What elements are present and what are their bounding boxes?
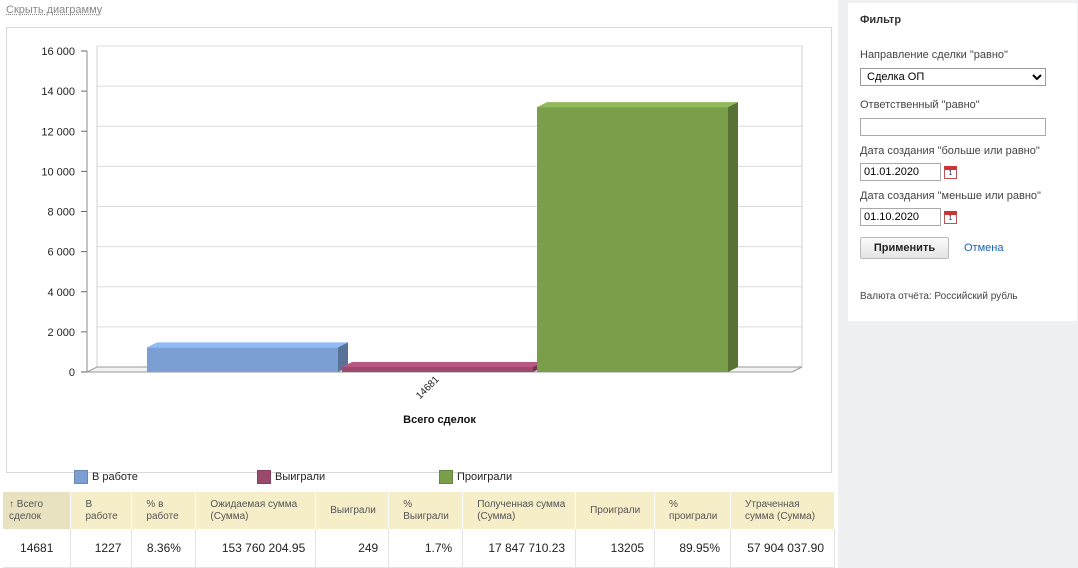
bar-won-top (342, 362, 543, 368)
legend-item-won: Выиграли (257, 469, 325, 485)
chart-container: 0 2 000 4 000 6 000 8 000 10 000 12 000 14 000 1… (6, 27, 832, 484)
y-tick-label: 12 000 (41, 126, 75, 138)
legend-label-won: Выиграли (275, 471, 326, 483)
calendar-icon[interactable]: 1 (944, 166, 957, 179)
cancel-link[interactable]: Отмена (964, 242, 1004, 254)
currency-note: Валюта отчёта: Российский рубль (860, 291, 1018, 302)
date-to-label: Дата создания "меньше или равно" (860, 190, 1041, 202)
responsible-label: Ответственный "равно" (860, 99, 980, 111)
report-panel: Скрыть диаграмму 0 2 000 4 000 6 000 8 000 10… (0, 0, 838, 568)
bar-in-work-top (147, 342, 348, 348)
legend-label-in-work: В работе (92, 471, 138, 483)
y-tick-label: 10 000 (41, 166, 75, 178)
bar-in-work-side (338, 342, 348, 372)
date-from-label: Дата создания "больше или равно" (860, 145, 1040, 157)
bar-lost-front (537, 107, 728, 373)
y-tick-label: 14 000 (41, 86, 75, 98)
calendar-icon[interactable]: 1 (944, 211, 957, 224)
cell-in-work: 1227 (70, 529, 133, 568)
column-header-lost[interactable]: Проиграли (575, 492, 656, 529)
y-tick-label: 4 000 (47, 287, 75, 299)
y-tick-label: 2 000 (47, 327, 75, 339)
legend-label-lost: Проиграли (457, 471, 513, 483)
y-tick-label: 6 000 (47, 247, 75, 259)
direction-select[interactable]: Сделка ОП (860, 68, 1046, 86)
date-from-input[interactable] (860, 163, 941, 181)
column-header-pct-in-work[interactable]: % в работе (131, 492, 197, 529)
cell-pct-lost: 89.95% (654, 529, 732, 568)
apply-button[interactable]: Применить (860, 237, 949, 259)
hide-chart-link[interactable]: Скрыть диаграмму (6, 4, 103, 16)
legend-item-in-work: В работе (74, 469, 138, 485)
cell-total: 14681 (3, 529, 72, 568)
sort-arrow-icon: ↑ (9, 498, 14, 510)
y-tick-label: 16 000 (41, 46, 75, 58)
column-header-total[interactable]: ↑ Всего сделок (3, 492, 72, 529)
cell-expected-sum: 153 760 204.95 (195, 529, 317, 568)
cell-pct-won: 1.7% (388, 529, 464, 568)
bar-in-work-front (147, 347, 338, 372)
y-tick-label: 0 (69, 367, 75, 379)
bar-won-front (342, 367, 533, 372)
column-header-pct-lost[interactable]: % проиграли (654, 492, 732, 529)
column-header-in-work[interactable]: В работе (70, 492, 133, 529)
column-header-pct-won[interactable]: % Выиграли (388, 492, 464, 529)
legend-item-lost: Проиграли (439, 469, 512, 485)
filter-title: Фильтр (860, 14, 902, 26)
bar-lost-top (537, 102, 738, 108)
direction-label: Направление сделки "равно" (860, 49, 1008, 61)
stats-table: ↑ Всего сделок В работе % в работе Ожида… (3, 492, 835, 568)
cell-pct-in-work: 8.36% (131, 529, 197, 568)
cell-won: 249 (315, 529, 390, 568)
column-header-expected-sum[interactable]: Ожидаемая сумма (Сумма) (195, 492, 317, 529)
x-tick-label: 14681 (414, 374, 442, 402)
bar-lost-side (728, 102, 738, 373)
legend-swatch-in-work (74, 470, 88, 484)
column-header-received-sum[interactable]: Полученная сумма (Сумма) (462, 492, 577, 529)
responsible-input[interactable] (860, 118, 1046, 136)
table-row: 14681 1227 8.36% 153 760 204.95 249 1.7%… (3, 529, 835, 568)
column-header-won[interactable]: Выиграли (315, 492, 390, 529)
cell-lost: 13205 (575, 529, 656, 568)
legend-swatch-won (257, 470, 271, 484)
table-header-row: ↑ Всего сделок В работе % в работе Ожида… (3, 492, 835, 529)
filter-panel: Фильтр Направление сделки "равно" Сделка… (848, 3, 1077, 321)
x-axis-title: Всего сделок (403, 414, 476, 426)
legend-swatch-lost (439, 470, 453, 484)
cell-received-sum: 17 847 710.23 (462, 529, 577, 568)
y-tick-label: 8 000 (47, 207, 75, 219)
bar-chart: 0 2 000 4 000 6 000 8 000 10 000 12 000 14 000 1… (41, 45, 803, 426)
column-header-lost-sum[interactable]: Утраченная сумма (Сумма) (730, 492, 835, 529)
date-to-input[interactable] (860, 208, 941, 226)
cell-lost-sum: 57 904 037.90 (730, 529, 835, 568)
